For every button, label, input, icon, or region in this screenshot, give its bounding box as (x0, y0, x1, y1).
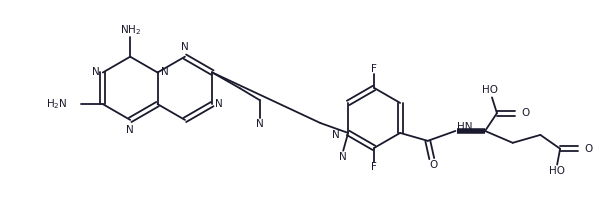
Text: F: F (371, 64, 377, 74)
Text: HO: HO (482, 86, 498, 95)
Text: O: O (522, 108, 530, 118)
Text: N: N (92, 67, 100, 78)
Text: N: N (332, 130, 340, 140)
Text: N: N (181, 42, 189, 52)
Text: HN: HN (458, 122, 473, 132)
Text: HO: HO (549, 166, 565, 177)
Text: N: N (160, 67, 168, 78)
Text: N: N (256, 119, 264, 129)
Text: NH$_2$: NH$_2$ (120, 23, 141, 37)
Text: N: N (215, 99, 223, 109)
Text: O: O (429, 159, 438, 170)
Text: N: N (339, 152, 347, 162)
Text: N: N (126, 125, 134, 135)
Text: H$_2$N: H$_2$N (46, 97, 67, 111)
Text: O: O (585, 144, 593, 154)
Text: F: F (371, 162, 377, 172)
